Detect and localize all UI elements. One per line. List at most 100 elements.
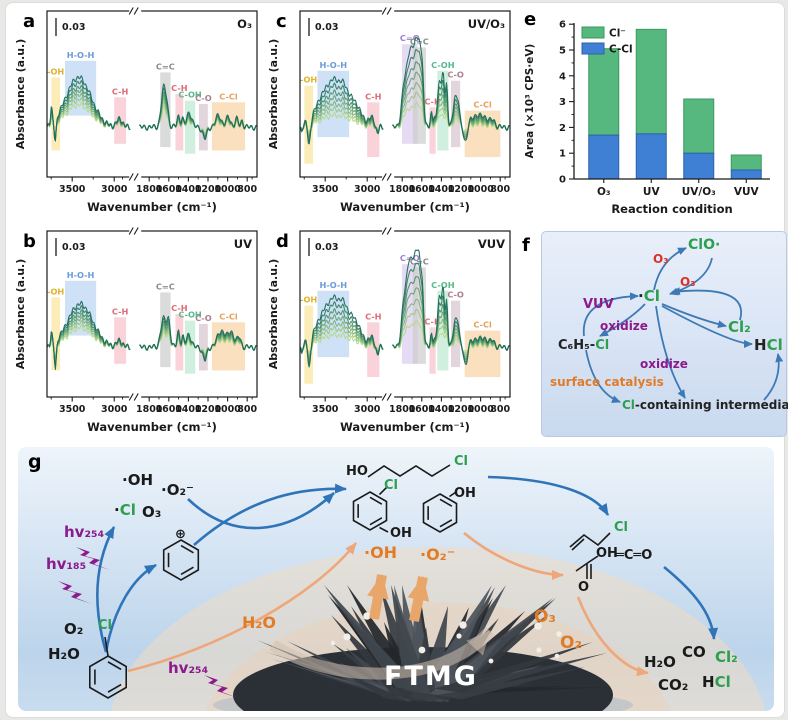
mechanism-label: O <box>578 580 590 595</box>
svg-text:1: 1 <box>559 149 566 160</box>
svg-text:1800: 1800 <box>389 184 416 195</box>
svg-text:4: 4 <box>559 71 566 82</box>
y-axis-title: Absorbance (a.u.) <box>267 259 280 370</box>
svg-text:H-O-H: H-O-H <box>67 270 95 280</box>
svg-text:C=O: C=O <box>400 33 420 43</box>
svg-text:1200: 1200 <box>448 184 475 195</box>
svg-text:C-OH: C-OH <box>178 90 202 100</box>
scalebar-value: 0.03 <box>315 242 338 253</box>
svg-text:800: 800 <box>237 184 257 195</box>
panel-ftir-o3: a -OH H-O-H C-H C=C C-H C-OH C-O C-Cl 3500 3000 18… <box>11 5 263 223</box>
pathway-arrow-photolysis <box>96 526 116 653</box>
svg-text:1400: 1400 <box>428 404 455 415</box>
svg-text:1000: 1000 <box>214 404 241 415</box>
svg-text:UV/O₃: UV/O₃ <box>682 186 716 198</box>
reaction-arrow <box>653 247 687 291</box>
reaction-network-label: oxidize <box>640 357 688 371</box>
mechanism-label: OH <box>390 526 412 541</box>
reaction-arrow <box>671 287 742 321</box>
panel-ftir-uvo3: c -OH H-O-H C-H C=O C=C C-H C-OH C-O C-Cl 3500 300… <box>264 5 516 223</box>
svg-text:UV: UV <box>643 186 661 198</box>
reaction-network-label: HCl <box>754 336 783 354</box>
reaction-network-label: Cl₂ <box>728 318 751 336</box>
reaction-network-label: O₃ <box>680 275 696 289</box>
svg-text:C-H: C-H <box>112 306 129 316</box>
reaction-arrow <box>585 349 621 403</box>
bar-ccl-segment <box>683 152 715 180</box>
mechanism-label: OH <box>596 546 618 561</box>
mechanism-label: O₂ <box>560 633 582 653</box>
svg-text:C-Cl: C-Cl <box>219 311 238 321</box>
svg-text:-OH: -OH <box>47 66 64 76</box>
panel-letter-e: e <box>524 9 537 30</box>
bar-cl-segment <box>683 98 715 154</box>
svg-text:1400: 1400 <box>175 404 202 415</box>
svg-text:1800: 1800 <box>136 404 163 415</box>
svg-text:-OH: -OH <box>300 295 317 305</box>
svg-text:6: 6 <box>559 20 566 31</box>
legend-swatch <box>581 42 605 55</box>
radical-release-arrow <box>407 575 430 623</box>
pathway-arrow-surface <box>576 596 649 677</box>
bar-cl-segment <box>588 48 620 136</box>
y-axis-title: Absorbance (a.u.) <box>14 39 27 150</box>
svg-text:C-O: C-O <box>447 70 464 80</box>
condition-label: UV/O₃ <box>468 17 505 31</box>
svg-text:3500: 3500 <box>312 184 339 195</box>
svg-text:C-O: C-O <box>195 93 212 103</box>
reaction-network-label: O₃ <box>653 252 669 266</box>
svg-text:C-OH: C-OH <box>431 280 455 290</box>
svg-text:VUV: VUV <box>734 186 760 198</box>
svg-text:C-H: C-H <box>112 86 129 96</box>
svg-text:5: 5 <box>559 46 566 57</box>
reaction-network-arrows <box>582 247 784 403</box>
mechanism-label: Cl <box>454 454 468 469</box>
legend-label: Cl⁻ <box>609 28 626 40</box>
pathway-arrow-photolysis <box>193 483 347 546</box>
svg-text:C-H: C-H <box>171 83 188 93</box>
x-axis-title: Wavenumber (cm⁻¹) <box>87 420 217 434</box>
panel-letter-d: d <box>276 231 289 252</box>
panel-letter-a: a <box>23 11 36 32</box>
svg-text:1400: 1400 <box>428 184 455 195</box>
bar-cl-segment <box>730 154 762 171</box>
ftir-curves <box>46 300 257 370</box>
scalebar-value: 0.03 <box>315 22 338 33</box>
mechanism-label: CO <box>682 643 706 661</box>
reaction-network-label: ClO· <box>688 237 721 253</box>
panel-ftir-uv: b -OH H-O-H C-H C=C C-H C-OH C-O C-Cl 3500 3000 18… <box>11 225 263 443</box>
reaction-arrow <box>661 305 753 348</box>
ftmg-material-label: FTMG <box>384 661 478 692</box>
uv-lightning-icon <box>204 675 238 698</box>
y-axis-title: Absorbance (a.u.) <box>267 39 280 150</box>
svg-text:-OH: -OH <box>47 286 64 296</box>
svg-text:3000: 3000 <box>101 184 128 195</box>
mechanism-label: Cl₂ <box>715 648 738 666</box>
reaction-network-label: surface catalysis <box>550 375 664 389</box>
x-axis-title: Wavenumber (cm⁻¹) <box>340 420 470 434</box>
svg-text:C-O: C-O <box>195 313 212 323</box>
svg-text:C=C: C=C <box>156 61 175 71</box>
x-axis-title: Wavenumber (cm⁻¹) <box>87 200 217 214</box>
svg-text:-OH: -OH <box>300 75 317 85</box>
svg-text:H-O-H: H-O-H <box>319 60 347 70</box>
svg-text:1600: 1600 <box>156 404 183 415</box>
svg-text:1600: 1600 <box>156 184 183 195</box>
mechanism-label: hv₂₅₄ <box>168 659 209 677</box>
svg-text:3500: 3500 <box>59 184 86 195</box>
svg-text:C=C: C=C <box>410 257 429 267</box>
surface-flow-arrow <box>269 626 495 680</box>
reaction-network-label: oxidize <box>600 319 648 333</box>
reaction-arrow <box>599 303 646 337</box>
svg-text:C-H: C-H <box>424 96 441 106</box>
svg-text:1200: 1200 <box>448 404 475 415</box>
mechanism-label: H₂O <box>644 653 676 671</box>
pathway-arrow-photolysis <box>104 563 157 653</box>
panel-letter-g: g <box>28 451 42 473</box>
x-axis-title: Wavenumber (cm⁻¹) <box>340 200 470 214</box>
